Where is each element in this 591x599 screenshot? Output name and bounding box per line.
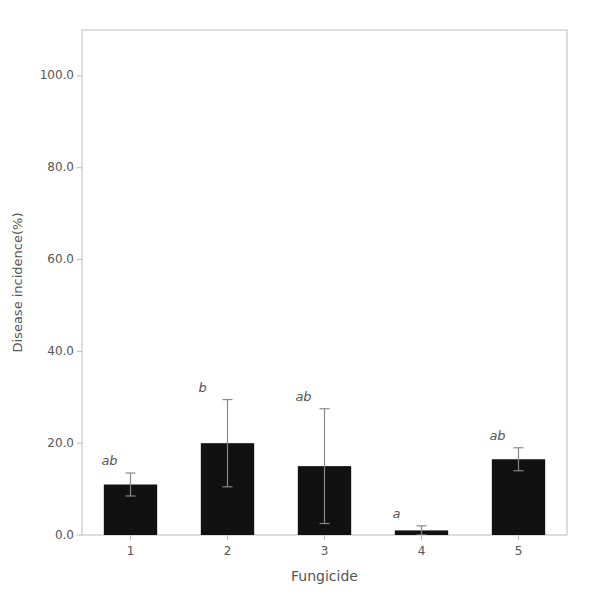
- error-line: [324, 409, 325, 524]
- y-tick-label: 80.0: [47, 160, 74, 174]
- error-line: [518, 448, 519, 471]
- y-tick: [77, 167, 82, 168]
- x-tick-label: 1: [127, 544, 135, 558]
- page: {"chart_data": {"type": "bar", "categori…: [0, 0, 591, 599]
- y-tick: [77, 351, 82, 352]
- error-bar: [417, 526, 427, 535]
- error-bar: [514, 448, 524, 471]
- x-tick: [421, 535, 422, 540]
- x-tick-label: 5: [515, 544, 523, 558]
- error-line: [227, 400, 228, 487]
- error-cap: [223, 399, 233, 400]
- y-axis: 0.0 20.0 40.0 60.0 80.0 100.0: [40, 68, 82, 541]
- y-tick-label: 100.0: [40, 68, 74, 82]
- y-tick-label: 0.0: [55, 528, 74, 542]
- x-tick-label: 3: [321, 544, 329, 558]
- stat-label: b: [198, 380, 206, 395]
- x-tick: [518, 535, 519, 540]
- error-cap: [514, 447, 524, 448]
- y-tick-label: 60.0: [47, 252, 74, 266]
- error-line: [421, 526, 422, 535]
- error-bar: [320, 409, 330, 524]
- error-cap: [126, 472, 136, 473]
- x-tick: [130, 535, 131, 540]
- marks: [104, 400, 545, 535]
- y-tick: [77, 259, 82, 260]
- error-bar: [223, 400, 233, 487]
- error-cap: [417, 534, 427, 535]
- stat-label: ab: [489, 428, 505, 443]
- y-tick: [77, 443, 82, 444]
- chart-svg: 0.0 20.0 40.0 60.0 80.0 100.0 1 2 3 4 5 ab b ab a ab Fun…: [0, 0, 591, 599]
- x-tick-label: 4: [418, 544, 426, 558]
- annotations: ab b ab a ab: [101, 380, 505, 521]
- x-axis: 1 2 3 4 5: [127, 535, 523, 558]
- y-tick: [77, 75, 82, 76]
- stat-label: ab: [295, 389, 311, 404]
- y-tick: [77, 535, 82, 536]
- error-cap: [417, 525, 427, 526]
- bar: [492, 459, 545, 535]
- x-tick: [324, 535, 325, 540]
- x-tick-label: 2: [224, 544, 232, 558]
- stat-label: a: [392, 506, 400, 521]
- y-tick-label: 20.0: [47, 436, 74, 450]
- x-axis-title: Fungicide: [291, 568, 358, 584]
- error-cap: [320, 408, 330, 409]
- plot-frame: [82, 30, 567, 535]
- chart-container: 0.0 20.0 40.0 60.0 80.0 100.0 1 2 3 4 5 ab b ab a ab Fun…: [0, 0, 591, 599]
- error-cap: [514, 470, 524, 471]
- error-cap: [126, 495, 136, 496]
- error-cap: [223, 486, 233, 487]
- stat-label: ab: [101, 453, 117, 468]
- y-tick-label: 40.0: [47, 344, 74, 358]
- error-line: [130, 473, 131, 496]
- error-bar: [126, 473, 136, 496]
- error-cap: [320, 523, 330, 524]
- x-tick: [227, 535, 228, 540]
- y-axis-title: Disease incidence(%): [10, 212, 25, 352]
